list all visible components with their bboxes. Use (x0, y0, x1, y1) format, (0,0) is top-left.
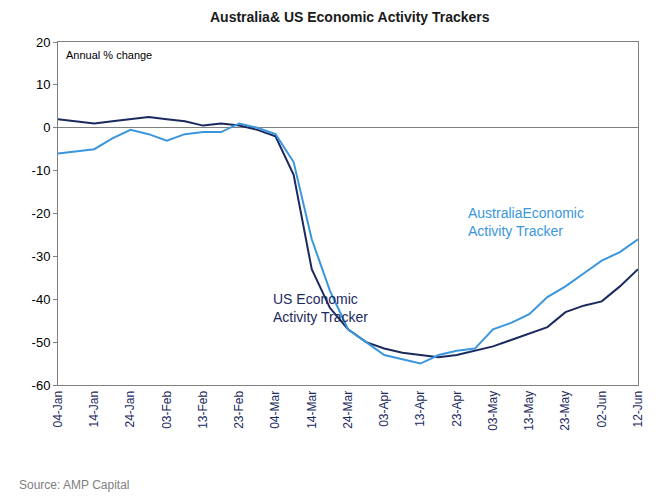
svg-text:-60: -60 (32, 378, 51, 393)
svg-text:04-Mar: 04-Mar (268, 391, 282, 429)
svg-text:-40: -40 (32, 292, 51, 307)
svg-text:-20: -20 (32, 206, 51, 221)
svg-text:Australia& US Economic Activit: Australia& US Economic Activity Trackers (210, 9, 490, 25)
svg-text:04-Jan: 04-Jan (51, 391, 65, 428)
svg-text:02-Jun: 02-Jun (595, 391, 609, 428)
svg-text:24-Mar: 24-Mar (341, 391, 355, 429)
svg-text:-30: -30 (32, 249, 51, 264)
svg-text:03-Feb: 03-Feb (160, 390, 174, 428)
svg-text:23-Feb: 23-Feb (232, 390, 246, 428)
svg-text:14-Jan: 14-Jan (87, 391, 101, 428)
svg-text:Source: AMP Capital: Source: AMP Capital (19, 478, 130, 492)
svg-text:03-May: 03-May (486, 391, 500, 431)
svg-text:12-Jun: 12-Jun (631, 391, 645, 428)
svg-text:24-Jan: 24-Jan (123, 391, 137, 428)
svg-text:10: 10 (36, 77, 50, 92)
svg-text:03-Apr: 03-Apr (377, 391, 391, 427)
svg-text:AustraliaEconomicActivity Trac: AustraliaEconomicActivity Tracker (468, 205, 584, 239)
svg-text:-10: -10 (32, 163, 51, 178)
svg-text:23-Apr: 23-Apr (450, 391, 464, 427)
svg-text:23-May: 23-May (558, 391, 572, 431)
svg-text:-50: -50 (32, 335, 51, 350)
svg-text:Annual % change: Annual % change (66, 49, 152, 61)
svg-text:0: 0 (43, 120, 50, 135)
svg-text:14-Mar: 14-Mar (305, 391, 319, 429)
svg-text:20: 20 (36, 35, 50, 50)
svg-text:13-Feb: 13-Feb (196, 390, 210, 428)
svg-text:US EconomicActivity Tracker: US EconomicActivity Tracker (273, 291, 368, 325)
svg-text:13-May: 13-May (522, 391, 536, 431)
svg-text:13-Apr: 13-Apr (413, 391, 427, 427)
